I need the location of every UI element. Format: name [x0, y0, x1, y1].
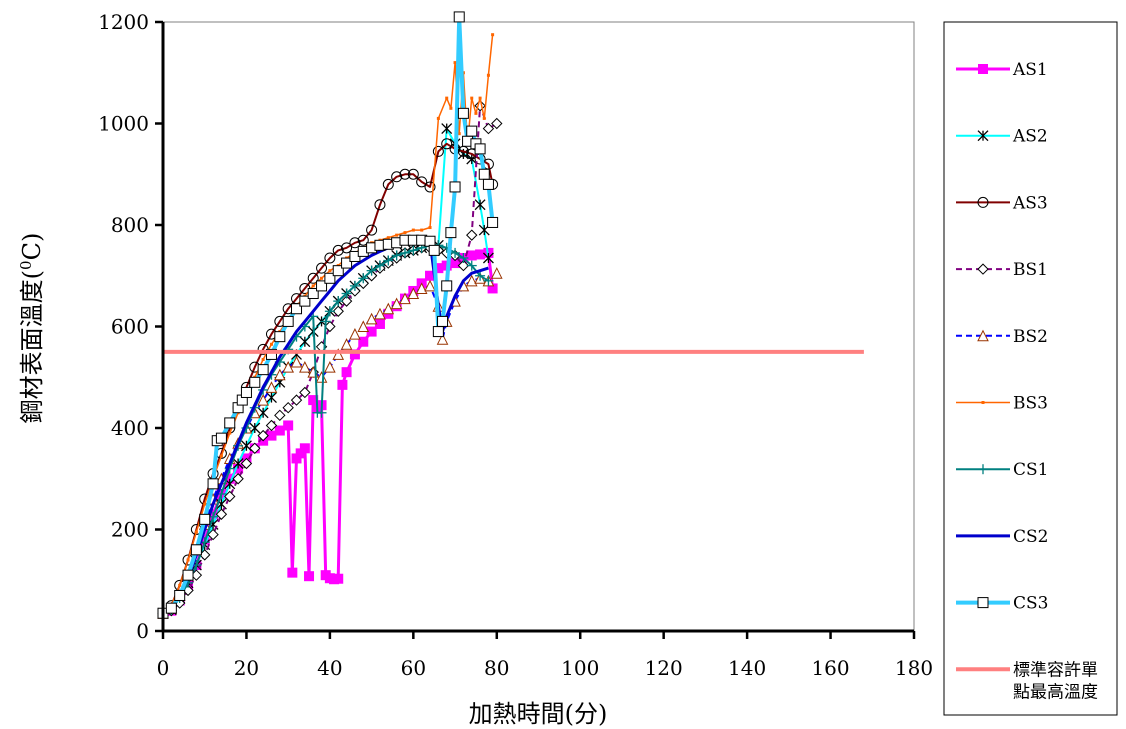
x-tick-label: 100	[561, 656, 599, 680]
series-marker	[275, 332, 285, 342]
series-marker	[258, 365, 268, 375]
series-marker	[483, 117, 486, 120]
series-marker	[491, 33, 494, 36]
series-marker	[200, 514, 210, 524]
series-marker	[270, 343, 273, 346]
series-marker	[395, 234, 398, 237]
series-marker	[978, 64, 988, 74]
legend-label: CS3	[1013, 594, 1048, 614]
series-marker	[438, 316, 448, 326]
series-marker	[479, 97, 482, 100]
series-marker	[333, 574, 343, 584]
series-marker	[304, 571, 314, 581]
legend-label: 標準容許單	[1013, 660, 1098, 680]
series-marker	[283, 420, 293, 430]
series-marker	[342, 367, 352, 377]
series-marker	[403, 231, 406, 234]
series-marker	[191, 545, 201, 555]
series-marker	[488, 217, 498, 227]
series-marker	[442, 281, 452, 291]
legend-label: 點最高溫度	[1013, 682, 1098, 702]
x-tick-label: 80	[484, 656, 509, 680]
x-tick-label: 160	[811, 656, 849, 680]
y-tick-label: 0	[136, 619, 149, 643]
series-marker	[474, 112, 477, 115]
legend-label: CS2	[1013, 527, 1048, 547]
series-marker	[433, 327, 443, 337]
series-marker	[178, 584, 181, 587]
series-marker	[225, 418, 235, 428]
series-marker	[458, 108, 468, 118]
series-marker	[183, 570, 193, 580]
series-marker	[208, 479, 218, 489]
series-marker	[166, 603, 176, 613]
series-marker	[467, 126, 477, 136]
series-marker	[287, 568, 297, 578]
x-tick-label: 40	[317, 656, 342, 680]
series-marker	[420, 229, 423, 232]
series-marker	[175, 590, 185, 600]
legend-label: BS1	[1013, 260, 1048, 280]
series-marker	[216, 433, 226, 443]
series-marker	[470, 97, 473, 100]
legend-label: AS3	[1012, 193, 1048, 213]
legend-label: AS1	[1012, 60, 1048, 80]
legend-label: CS1	[1013, 460, 1048, 480]
legend-label: BS3	[1013, 394, 1048, 414]
series-marker	[337, 380, 347, 390]
x-tick-label: 140	[728, 656, 766, 680]
series-marker	[445, 97, 448, 100]
series-marker	[429, 245, 439, 255]
series-marker	[429, 226, 432, 229]
series-marker	[982, 401, 985, 404]
series-marker	[449, 107, 452, 110]
series-marker	[437, 117, 440, 120]
x-tick-label: 120	[645, 656, 683, 680]
series-marker	[283, 316, 293, 326]
series-marker	[425, 236, 435, 246]
series-marker	[187, 558, 190, 561]
series-marker	[241, 387, 251, 397]
series-marker	[475, 144, 485, 154]
series-marker	[454, 12, 464, 22]
y-tick-label: 200	[111, 518, 149, 542]
series-marker	[483, 179, 493, 189]
series-marker	[312, 284, 315, 287]
series-marker	[412, 229, 415, 232]
series-marker	[220, 454, 223, 457]
x-tick-label: 60	[401, 656, 426, 680]
series-marker	[487, 74, 490, 77]
series-marker	[300, 443, 310, 453]
series-marker	[446, 228, 456, 238]
y-tick-label: 600	[111, 315, 149, 339]
series-marker	[328, 269, 331, 272]
series-marker	[320, 277, 323, 280]
series-marker	[387, 236, 390, 239]
series-marker	[978, 598, 988, 608]
y-tick-label: 1000	[98, 112, 149, 136]
y-tick-label: 1200	[98, 10, 149, 34]
series-marker	[450, 182, 460, 192]
series-marker	[479, 169, 489, 179]
x-axis-title: 加熱時間(分)	[469, 700, 608, 728]
series-marker	[228, 432, 231, 435]
legend-label: BS2	[1013, 327, 1048, 347]
x-tick-label: 20	[234, 656, 259, 680]
x-tick-label: 0	[157, 656, 170, 680]
y-tick-label: 800	[111, 213, 149, 237]
series-marker	[195, 531, 198, 534]
y-tick-label: 400	[111, 416, 149, 440]
y-axis-title: 鋼材表面溫度(0C)	[17, 233, 46, 424]
legend-label: AS2	[1012, 127, 1048, 147]
series-marker	[203, 503, 206, 506]
series-marker	[250, 377, 260, 387]
x-tick-label: 180	[895, 656, 933, 680]
series-marker	[262, 358, 265, 361]
